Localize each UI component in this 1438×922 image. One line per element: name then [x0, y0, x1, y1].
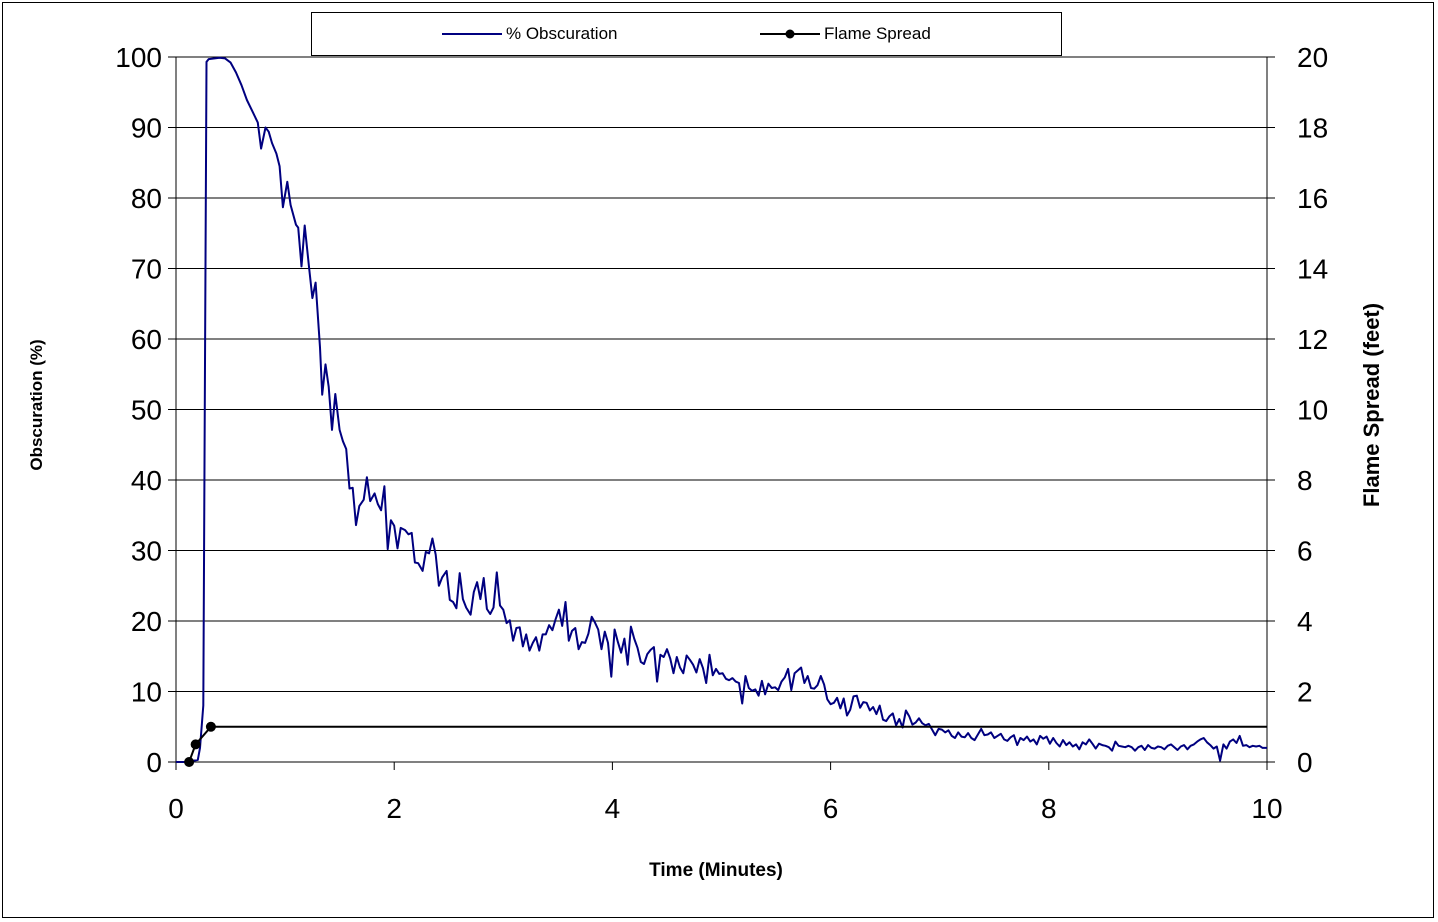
series-line-obscuration [176, 56, 1267, 763]
axes: 0 10 20 30 40 50 60 70 80 90 100 0 2 4 6 8 10 12 14 16 18 20 0… [115, 42, 1328, 824]
y-tick-label-left: 40 [131, 465, 162, 496]
series-line-flame-spread [188, 725, 1267, 763]
legend-swatch-flame-spread [760, 24, 820, 44]
y-tick-label-left: 20 [131, 606, 162, 637]
y-tick-label-left: 90 [131, 113, 162, 144]
x-tick-label: 0 [168, 793, 184, 824]
y-tick-label-right: 14 [1297, 254, 1328, 285]
y-tick-label-left: 60 [131, 324, 162, 355]
y-tick-label-right: 10 [1297, 395, 1328, 426]
y-tick-label-right: 2 [1297, 677, 1313, 708]
legend-label-flame-spread: Flame Spread [824, 24, 931, 43]
y-tick-label-left: 80 [131, 183, 162, 214]
legend-label-obscuration: % Obscuration [506, 24, 618, 43]
y-tick-label-right: 16 [1297, 183, 1328, 214]
x-axis-title: Time (Minutes) [649, 860, 783, 881]
legend-item-flame-spread: Flame Spread [760, 24, 931, 44]
legend: % Obscuration Flame Spread [311, 12, 1062, 56]
y-tick-label-left: 30 [131, 536, 162, 567]
x-tick-label: 10 [1251, 793, 1282, 824]
legend-swatch-obscuration [442, 24, 502, 44]
series-layer [176, 56, 1267, 767]
y-tick-label-left: 10 [131, 677, 162, 708]
data-point-marker [184, 757, 195, 767]
y-tick-label-left: 0 [146, 747, 162, 778]
legend-item-obscuration: % Obscuration [442, 24, 618, 44]
y-tick-label-left: 50 [131, 395, 162, 426]
x-tick-label: 8 [1041, 793, 1057, 824]
x-tick-label: 6 [823, 793, 839, 824]
y-tick-label-left: 70 [131, 254, 162, 285]
y-tick-label-right: 20 [1297, 42, 1328, 73]
y-tick-label-right: 6 [1297, 536, 1313, 567]
y-tick-label-right: 8 [1297, 465, 1313, 496]
y-axis-title-left: Obscuration (%) [27, 339, 46, 471]
y-tick-label-right: 0 [1297, 747, 1313, 778]
y-tick-label-right: 4 [1297, 606, 1313, 637]
x-tick-label: 2 [386, 793, 402, 824]
y-axis-title-right: Flame Spread (feet) [1359, 302, 1384, 508]
data-point-marker [205, 721, 216, 732]
grid-lines [176, 127, 1267, 692]
data-point-marker [190, 739, 201, 750]
y-tick-label-left: 100 [115, 42, 162, 73]
y-tick-label-right: 12 [1297, 324, 1328, 355]
x-tick-label: 4 [605, 793, 621, 824]
y-tick-label-right: 18 [1297, 113, 1328, 144]
